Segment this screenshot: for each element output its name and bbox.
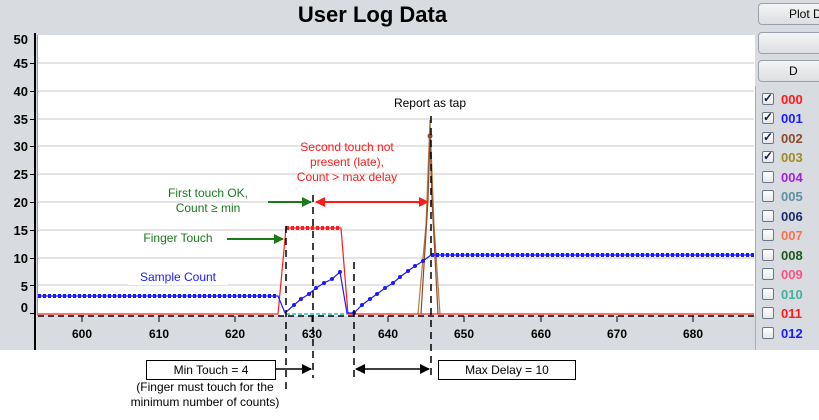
y-tick <box>30 146 34 147</box>
y-tick-label: 25 <box>13 167 28 182</box>
checkbox[interactable] <box>762 110 774 124</box>
y-tick-label: 20 <box>13 195 28 210</box>
checkbox[interactable] <box>762 91 774 105</box>
legend-item-012[interactable]: 012 <box>762 324 803 342</box>
y-tick-label: 10 <box>13 251 28 266</box>
legend-item-009[interactable]: 009 <box>762 265 803 283</box>
checkbox[interactable] <box>762 268 774 280</box>
y-tick-label: 45 <box>13 56 28 71</box>
y-tick-label: 30 <box>13 139 28 154</box>
checkbox[interactable] <box>762 229 774 241</box>
annotation-first-touch: First touch OK, Count ≥ min <box>167 186 249 215</box>
checkbox[interactable] <box>762 190 774 202</box>
annotation-second-touch: Second touch not present (late), Count >… <box>296 140 398 184</box>
y-tick <box>30 230 34 231</box>
min-touch-note: (Finger must touch for the minimum numbe… <box>130 380 280 409</box>
legend-item-006[interactable]: 006 <box>762 207 803 225</box>
legend-item-003[interactable]: 003 <box>762 148 803 166</box>
checkbox[interactable] <box>762 327 774 339</box>
checkbox[interactable] <box>762 171 774 183</box>
annotation-sample-count: Sample Count <box>128 270 228 285</box>
x-tick-label: 630 <box>301 327 323 341</box>
annotation-finger-touch: Finger Touch <box>130 231 226 246</box>
min-touch-box: Min Touch = 4 <box>146 360 276 380</box>
checkbox[interactable] <box>762 307 774 319</box>
legend-item-011[interactable]: 011 <box>762 304 802 322</box>
legend-item-002[interactable]: 002 <box>762 129 803 147</box>
y-tick <box>30 119 34 120</box>
y-tick-label: 40 <box>13 84 28 99</box>
checkbox[interactable] <box>762 130 774 144</box>
x-tick-label: 640 <box>377 327 399 341</box>
y-tick <box>30 91 34 92</box>
x-tick-label: 620 <box>224 327 246 341</box>
x-tick-label: 660 <box>530 327 552 341</box>
legend-item-010[interactable]: 010 <box>762 285 803 303</box>
y-tick-label: 50 <box>13 32 28 47</box>
legend-item-005[interactable]: 005 <box>762 187 803 205</box>
series-legend: 000 001 002 003 004 005 006 007 008 009 … <box>755 86 819 350</box>
y-tick <box>30 63 34 64</box>
y-tick <box>30 202 34 203</box>
y-tick-label: 35 <box>13 112 28 127</box>
y-tick-label: 0 <box>20 300 28 315</box>
legend-item-007[interactable]: 007 <box>762 226 803 244</box>
y-tick-label: 5 <box>20 279 28 294</box>
x-tick-label: 670 <box>606 327 628 341</box>
x-tick-label: 650 <box>453 327 475 341</box>
app-window: User Log Data 50 45 40 35 30 25 20 15 10… <box>0 0 819 350</box>
toolbar-button-3[interactable]: D <box>758 60 819 82</box>
max-delay-box: Max Delay = 10 <box>438 360 576 380</box>
x-tick-label: 600 <box>71 327 93 341</box>
legend-item-001[interactable]: 001 <box>762 109 803 127</box>
x-tick-label: 610 <box>148 327 170 341</box>
gridlines <box>38 62 754 286</box>
legend-item-008[interactable]: 008 <box>762 246 803 264</box>
x-tick-label: 680 <box>682 327 704 341</box>
y-axis-line <box>34 33 36 350</box>
plot-area[interactable] <box>37 35 755 316</box>
checkbox[interactable] <box>762 149 774 163</box>
y-tick <box>30 258 34 259</box>
toolbar-button-2[interactable] <box>758 32 819 54</box>
checkbox[interactable] <box>762 288 774 300</box>
y-tick <box>30 285 34 286</box>
plot-data-button[interactable]: Plot D <box>758 3 819 25</box>
legend-item-004[interactable]: 004 <box>762 168 803 186</box>
y-tick <box>30 174 34 175</box>
series-002-line <box>420 135 439 315</box>
annotation-report-as-tap: Report as tap <box>393 96 467 110</box>
legend-item-000[interactable]: 000 <box>762 90 803 108</box>
y-tick <box>30 313 34 314</box>
y-tick-label: 15 <box>13 223 28 238</box>
checkbox[interactable] <box>762 249 774 261</box>
checkbox[interactable] <box>762 210 774 222</box>
chart-title: User Log Data <box>297 2 448 27</box>
